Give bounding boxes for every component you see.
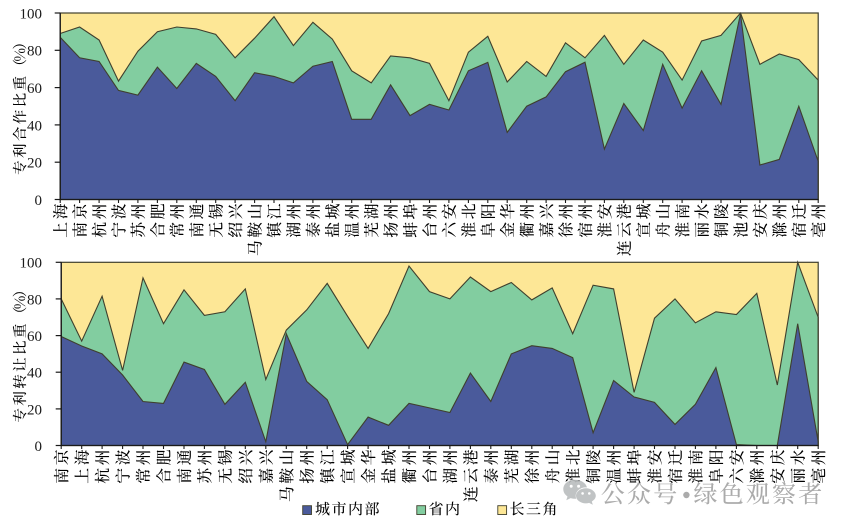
svg-text:20: 20 (27, 402, 42, 418)
svg-text:40: 40 (27, 366, 42, 382)
svg-text:60: 60 (27, 81, 42, 97)
svg-text:0: 0 (35, 439, 43, 455)
svg-text:20: 20 (27, 156, 42, 172)
svg-text:80: 80 (27, 44, 42, 60)
svg-text:100: 100 (20, 6, 43, 22)
svg-text:80: 80 (27, 292, 42, 308)
svg-text:60: 60 (27, 329, 42, 345)
svg-text:0: 0 (35, 193, 43, 209)
svg-text:40: 40 (27, 118, 42, 134)
svg-text:100: 100 (20, 256, 43, 272)
